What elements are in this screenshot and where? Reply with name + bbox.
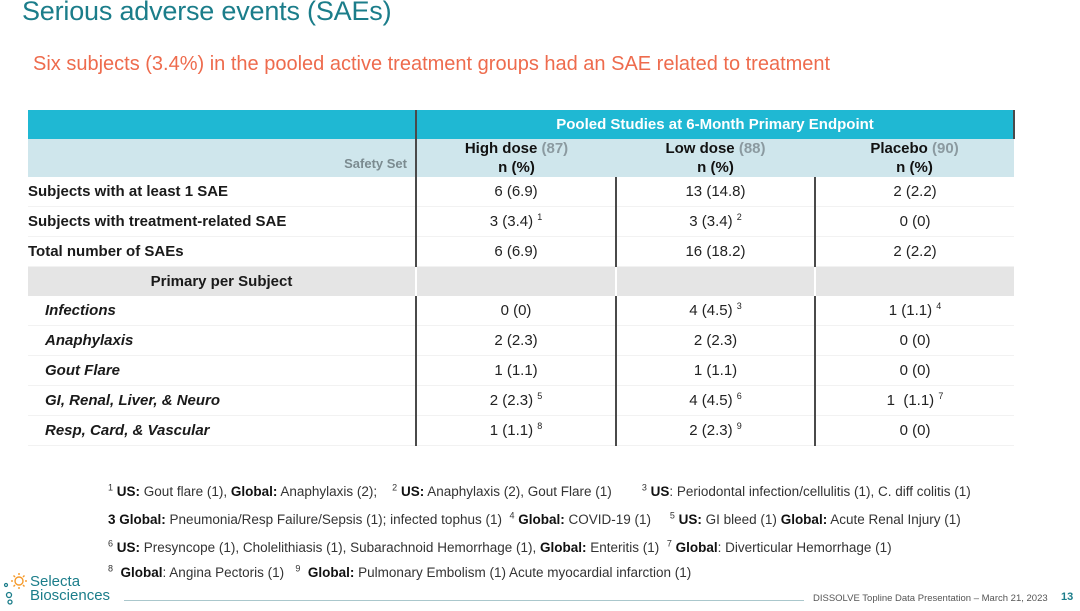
- column-header-placebo: Placebo (90) n (%): [815, 139, 1015, 177]
- footnote-marker: 8: [537, 421, 543, 431]
- cell-value: 2 (2.3) 5: [416, 385, 617, 416]
- cell-value: 1 (1.1): [616, 355, 816, 386]
- cell-value: 0 (0): [815, 415, 1015, 446]
- cell-value: 1 (1.1) 7: [815, 385, 1015, 416]
- cell-value: 0 (0): [815, 325, 1015, 356]
- section-blank: [416, 266, 617, 296]
- cell-value: 2 (2.3) 9: [616, 415, 816, 446]
- cell-value: 4 (4.5) 6: [616, 385, 816, 416]
- cell-value: 4 (4.5) 3: [616, 296, 816, 326]
- cell-value: 1 (1.1) 8: [416, 415, 617, 446]
- page-number: 13: [1061, 591, 1074, 603]
- cell-value: 2 (2.3): [616, 325, 816, 356]
- footnote-line-3: 6 US: Presyncope (1), Cholelithiasis (1)…: [108, 538, 892, 555]
- cell-value: 2 (2.2): [815, 236, 1015, 267]
- footnote-marker: 4: [936, 301, 942, 311]
- cell-value: 0 (0): [416, 296, 617, 326]
- footnote-line-4: 8 Global: Angina Pectoris (1) 9 Global: …: [108, 563, 692, 580]
- safety-set-label: Safety Set: [28, 139, 417, 177]
- table-row: Total number of SAEs 6 (6.9) 16 (18.2) 2…: [28, 236, 1015, 267]
- footnote-marker: 5: [537, 391, 543, 401]
- row-label: Infections: [28, 296, 417, 326]
- column-name: Low dose: [665, 140, 735, 157]
- footnote-line-1: 1 US: Gout flare (1), Global: Anaphylaxi…: [108, 482, 971, 499]
- table-row: Subjects with treatment-related SAE 3 (3…: [28, 206, 1015, 237]
- table-row: Anaphylaxis 2 (2.3) 2 (2.3) 0 (0): [28, 325, 1015, 356]
- header-corner: [28, 110, 417, 139]
- cell-value: 16 (18.2): [616, 236, 816, 267]
- row-label: Anaphylaxis: [28, 325, 417, 356]
- column-unit: n (%): [697, 159, 734, 176]
- slide-title: Serious adverse events (SAEs): [22, 0, 392, 26]
- cell-value: 1 (1.1): [416, 355, 617, 386]
- section-blank: [616, 266, 816, 296]
- cell-value: 0 (0): [815, 355, 1015, 386]
- footer-rule: [124, 600, 804, 601]
- section-label: Primary per Subject: [28, 266, 417, 296]
- row-label: Subjects with treatment-related SAE: [28, 206, 417, 237]
- section-header-row: Primary per Subject: [28, 266, 1015, 296]
- sae-table: Pooled Studies at 6-Month Primary Endpoi…: [28, 110, 1016, 446]
- table-row: Gout Flare 1 (1.1) 1 (1.1) 0 (0): [28, 355, 1015, 386]
- column-count: (90): [932, 140, 959, 157]
- cell-value: 6 (6.9): [416, 177, 617, 207]
- cell-value: 6 (6.9): [416, 236, 617, 267]
- row-label: Gout Flare: [28, 355, 417, 386]
- cell-value: 0 (0): [815, 206, 1015, 237]
- cell-value: 3 (3.4) 2: [616, 206, 816, 237]
- logo-text: Selecta Biosciences: [30, 573, 111, 604]
- column-unit: n (%): [896, 159, 933, 176]
- footnote-marker: 2: [736, 212, 742, 222]
- cell-value: 2 (2.3): [416, 325, 617, 356]
- row-label: Subjects with at least 1 SAE: [28, 177, 417, 207]
- footer-text: DISSOLVE Topline Data Presentation – Mar…: [813, 593, 1048, 604]
- cell-value: 1 (1.1) 4: [815, 296, 1015, 326]
- selecta-logo-icon: [3, 573, 27, 605]
- cell-value: 2 (2.2): [815, 177, 1015, 207]
- column-name: High dose: [464, 140, 538, 157]
- table-row: Infections 0 (0) 4 (4.5) 3 1 (1.1) 4: [28, 296, 1015, 326]
- footnote-marker: 7: [938, 391, 944, 401]
- cell-value: 3 (3.4) 1: [416, 206, 617, 237]
- section-blank: [815, 266, 1015, 296]
- footnote-marker: 3: [736, 301, 742, 311]
- column-count: (87): [541, 140, 569, 157]
- column-name: Placebo: [870, 140, 928, 157]
- table-row: GI, Renal, Liver, & Neuro 2 (2.3) 5 4 (4…: [28, 385, 1015, 416]
- column-unit: n (%): [498, 159, 535, 176]
- column-count: (88): [738, 140, 766, 157]
- column-header-high-dose: High dose (87) n (%): [416, 139, 616, 177]
- footnote-marker: 1: [537, 212, 543, 222]
- row-label: GI, Renal, Liver, & Neuro: [28, 385, 417, 416]
- footnote-marker: 6: [736, 391, 742, 401]
- row-label: Total number of SAEs: [28, 236, 417, 267]
- slide-subtitle: Six subjects (3.4%) in the pooled active…: [33, 53, 831, 75]
- table-row: Resp, Card, & Vascular 1 (1.1) 8 2 (2.3)…: [28, 415, 1015, 446]
- table-row: Subjects with at least 1 SAE 6 (6.9) 13 …: [28, 177, 1015, 207]
- cell-value: 13 (14.8): [616, 177, 816, 207]
- column-header-low-dose: Low dose (88) n (%): [616, 139, 815, 177]
- footnote-marker: 9: [736, 421, 742, 431]
- header-span: Pooled Studies at 6-Month Primary Endpoi…: [416, 110, 1016, 139]
- row-label: Resp, Card, & Vascular: [28, 415, 417, 446]
- footnote-line-2: 3 Global: Pneumonia/Resp Failure/Sepsis …: [108, 510, 961, 527]
